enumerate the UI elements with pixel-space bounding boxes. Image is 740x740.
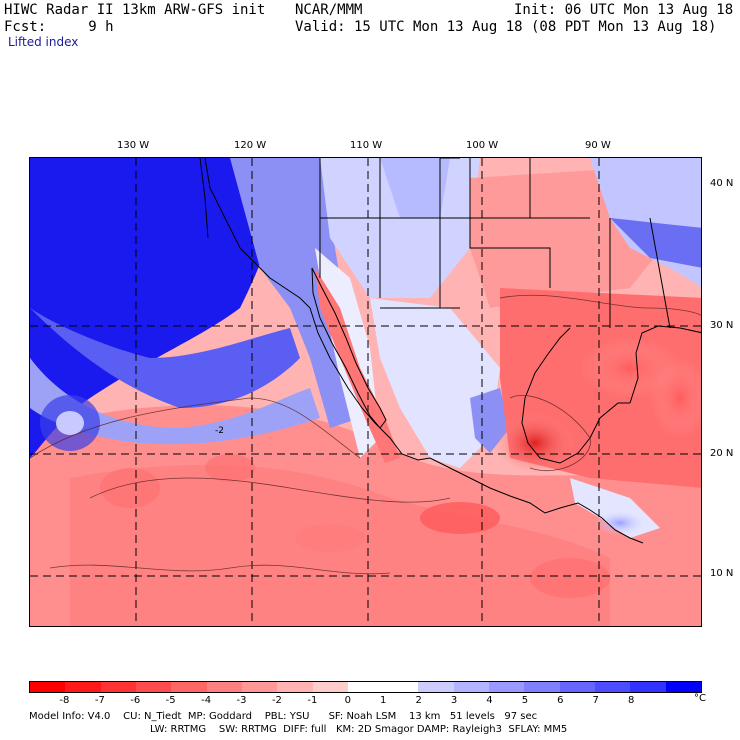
colorbar-tick-label: 2 [415,695,422,706]
colorbar-tick-label: 0 [344,695,351,706]
colorbar-tick-label: -8 [59,695,70,706]
lon-label-110w: 110 W [350,140,383,151]
colorbar-tick-label: -3 [236,695,247,706]
colorbar-tick-label: 5 [521,695,529,706]
colorbar-tick-label: 6 [557,695,564,706]
colorbar-swatch [312,682,348,692]
colorbar [29,681,702,693]
colorbar-swatch [630,682,666,692]
lifted-index-map: -2 [29,157,702,627]
colorbar-tick-label: -7 [94,695,105,706]
colorbar-tick-label: -2 [271,695,282,706]
lat-label-30n: 30 N [710,320,734,331]
colorbar-tick-label: -5 [165,695,176,706]
init-time: Init: 06 UTC Mon 13 Aug 18 [514,2,734,18]
lat-label-10n: 10 N [710,568,734,579]
colorbar-swatch [135,682,172,692]
colorbar-tick-label: 3 [450,695,458,706]
colorbar-tick-label: -1 [307,695,318,706]
lat-label-20n: 20 N [710,448,734,459]
institution-label: NCAR/MMM [295,2,363,18]
lon-label-90w: 90 W [585,140,611,151]
colorbar-tick-label: -4 [201,695,212,706]
model-info-line1: Model Info: V4.0 CU: N_Tiedt MP: Goddard… [29,711,538,722]
contour-label: -2 [215,426,224,436]
colorbar-tick-label: 7 [592,695,599,706]
colorbar-swatch [418,682,454,692]
colorbar-swatch [453,682,490,692]
colorbar-tick-label: 8 [627,695,635,706]
colorbar-swatch [559,682,595,692]
colorbar-unit: °C [694,693,706,704]
colorbar-swatch [206,682,242,692]
colorbar-swatch [665,682,701,692]
field-name: Lifted index [8,35,79,49]
colorbar-tick-label: 4 [486,695,493,706]
colorbar-tick-label: 1 [380,695,387,706]
colorbar-swatch [277,682,313,692]
forecast-hour: Fcst: 9 h [4,19,114,35]
colorbar-swatch [489,682,525,692]
colorbar-swatch [595,682,631,692]
colorbar-swatch [347,682,384,692]
map-field: -2 [30,158,701,626]
colorbar-swatch [524,682,560,692]
lat-label-40n: 40 N [710,178,734,189]
lon-label-100w: 100 W [466,140,499,151]
model-title: HIWC Radar II 13km ARW-GFS init [4,2,266,18]
colorbar-swatch [241,682,278,692]
lon-label-130w: 130 W [117,140,150,151]
model-info-line2: LW: RRTMG SW: RRTMG DIFF: full KM: 2D Sm… [150,724,568,735]
colorbar-swatch [30,682,66,692]
colorbar-swatch [100,682,136,692]
colorbar-swatch [171,682,207,692]
valid-time: Valid: 15 UTC Mon 13 Aug 18 (08 PDT Mon … [295,19,717,35]
lon-label-120w: 120 W [234,140,267,151]
colorbar-tick-label: -6 [130,695,141,706]
colorbar-swatch [383,682,419,692]
colorbar-swatch [65,682,101,692]
